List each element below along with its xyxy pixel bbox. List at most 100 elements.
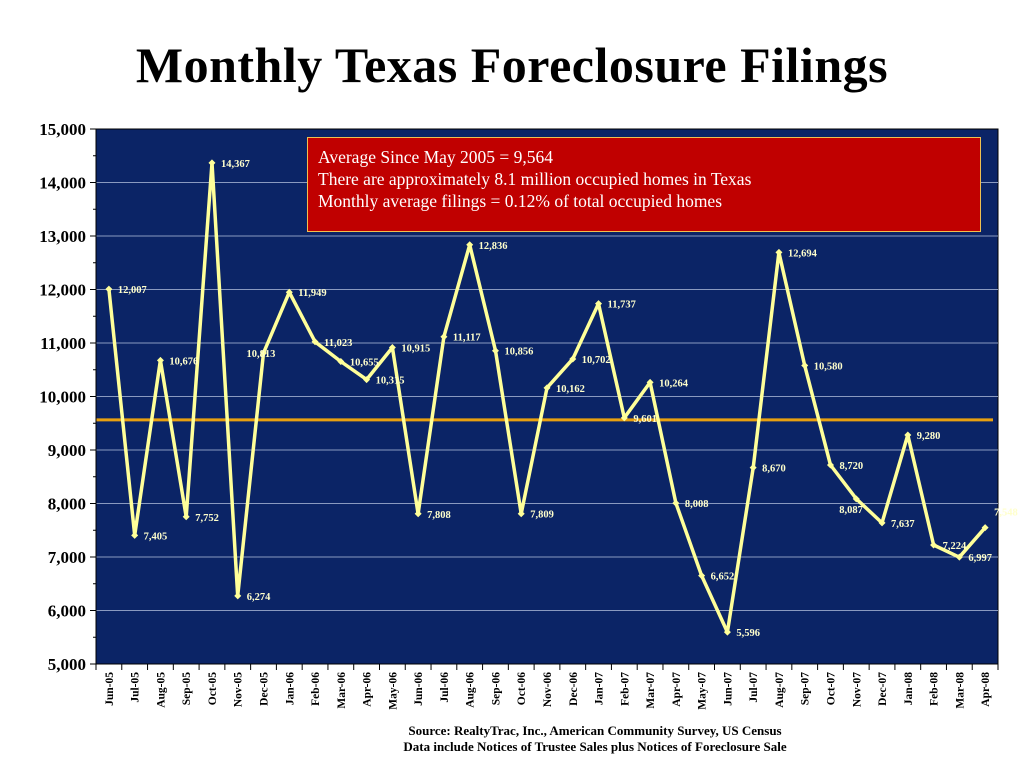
x-tick-label: Aug-07 <box>774 672 786 708</box>
data-label: 7,548 <box>994 508 1018 519</box>
y-tick-label: 6,000 <box>48 602 86 621</box>
data-point <box>131 531 139 539</box>
data-label: 10,315 <box>376 376 405 387</box>
page-title: Monthly Texas Foreclosure Filings <box>135 37 889 93</box>
y-tick-label: 10,000 <box>39 388 86 407</box>
y-tick-label: 12,000 <box>39 281 86 300</box>
data-label: 6,997 <box>968 553 992 564</box>
data-label: 6,652 <box>711 572 735 583</box>
data-point <box>672 499 680 507</box>
x-tick-label: Mar-08 <box>954 672 966 709</box>
x-tick-label: Sep-06 <box>490 672 502 705</box>
data-label: 11,949 <box>298 288 326 299</box>
data-point <box>543 384 551 392</box>
y-tick-label: 5,000 <box>48 655 86 674</box>
annotation-line-2: There are approximately 8.1 million occu… <box>318 169 752 189</box>
data-point <box>517 510 525 518</box>
x-tick-label: Dec-07 <box>877 672 889 706</box>
source-line-1: Source: RealtyTrac, Inc., American Commu… <box>408 723 782 738</box>
x-tick-label: Mar-07 <box>645 672 657 709</box>
data-label: 10,702 <box>582 355 611 366</box>
source-note: Source: RealtyTrac, Inc., American Commu… <box>0 723 1024 755</box>
x-tick-label: Dec-05 <box>259 672 271 706</box>
data-point <box>981 524 989 532</box>
x-tick-label: Jul-07 <box>748 672 760 703</box>
data-label: 7,752 <box>195 513 219 524</box>
data-point <box>311 338 319 346</box>
data-label: 5,596 <box>736 628 760 639</box>
data-label: 10,676 <box>169 356 198 367</box>
data-label: 9,280 <box>917 431 941 442</box>
data-label: 7,224 <box>943 541 967 552</box>
gridlines <box>96 182 998 611</box>
data-point <box>466 241 474 249</box>
annotation-line-3: Monthly average filings = 0.12% of total… <box>318 191 723 211</box>
data-label: 6,274 <box>247 592 271 603</box>
data-point <box>363 376 371 384</box>
data-labels: 12,007 7,405 10,676 7,752 14,367 6,274 10,813 1… <box>118 159 1018 639</box>
y-axis: 5,000 6,000 7,000 8,000 9,000 10,000 11,000 12,… <box>39 120 97 674</box>
data-point <box>491 347 499 355</box>
data-point <box>234 592 242 600</box>
y-tick-label: 11,000 <box>40 334 86 353</box>
x-tick-label: Apr-07 <box>671 672 683 707</box>
data-label: 14,367 <box>221 159 250 170</box>
data-label: 12,836 <box>479 241 508 252</box>
x-tick-label: Nov-07 <box>851 672 863 707</box>
x-tick-label: Nov-06 <box>542 672 554 707</box>
x-tick-label: Nov-05 <box>233 672 245 707</box>
data-label: 10,264 <box>659 378 689 389</box>
x-axis: Jun-05 Jul-05 Aug-05 Sep-05 Oct-05 Nov-05 Dec-… <box>95 663 999 710</box>
source-line-2: Data include Notices of Trustee Sales pl… <box>403 739 787 754</box>
x-tick-label: Dec-06 <box>568 672 580 706</box>
data-point <box>904 431 912 439</box>
data-point <box>569 355 577 363</box>
x-tick-label: Jan-06 <box>284 672 296 705</box>
x-tick-label: Oct-06 <box>516 672 528 705</box>
y-tick-label: 15,000 <box>39 120 86 139</box>
data-label: 10,856 <box>504 347 533 358</box>
x-tick-label: Mar-06 <box>336 672 348 709</box>
data-point <box>826 461 834 469</box>
data-label: 8,087 <box>839 505 863 516</box>
data-point <box>182 513 190 521</box>
y-tick-label: 9,000 <box>48 441 86 460</box>
x-tick-label: Aug-06 <box>465 672 477 708</box>
x-tick-label: Jul-05 <box>130 672 142 703</box>
y-tick-label: 13,000 <box>39 227 86 246</box>
x-tick-label: May-06 <box>387 672 399 710</box>
y-tick-label: 8,000 <box>48 495 86 514</box>
data-point <box>775 248 783 256</box>
data-label: 7,809 <box>530 510 554 521</box>
annotation-box: Average Since May 2005 = 9,564 There are… <box>307 137 981 232</box>
data-label: 10,162 <box>556 384 585 395</box>
data-label: 11,737 <box>608 300 636 311</box>
x-tick-label: Jan-07 <box>594 672 606 705</box>
x-tick-label: Feb-06 <box>310 672 322 706</box>
data-label: 11,023 <box>324 338 352 349</box>
y-tick-label: 7,000 <box>48 548 86 567</box>
y-tick-label: 14,000 <box>39 174 86 193</box>
data-point <box>388 344 396 352</box>
data-point <box>156 356 164 364</box>
data-label: 12,694 <box>788 248 818 259</box>
data-label: 7,808 <box>427 510 451 521</box>
x-tick-label: Jun-07 <box>722 672 734 706</box>
x-tick-label: Apr-08 <box>980 672 992 707</box>
x-tick-label: May-07 <box>697 672 709 710</box>
x-tick-label: Feb-07 <box>619 672 631 706</box>
data-point <box>852 495 860 503</box>
data-label: 8,720 <box>839 461 863 472</box>
x-tick-label: Jun-06 <box>413 672 425 706</box>
annotation-line-1: Average Since May 2005 = 9,564 <box>318 147 554 167</box>
data-point <box>723 628 731 636</box>
data-point <box>955 553 963 561</box>
data-point <box>260 349 268 357</box>
x-tick-label: Jan-08 <box>903 672 915 705</box>
data-point <box>105 285 113 293</box>
data-label: 10,915 <box>401 344 430 355</box>
data-label: 8,670 <box>762 464 786 475</box>
x-tick-label: Jul-06 <box>439 672 451 703</box>
data-point <box>208 159 216 167</box>
